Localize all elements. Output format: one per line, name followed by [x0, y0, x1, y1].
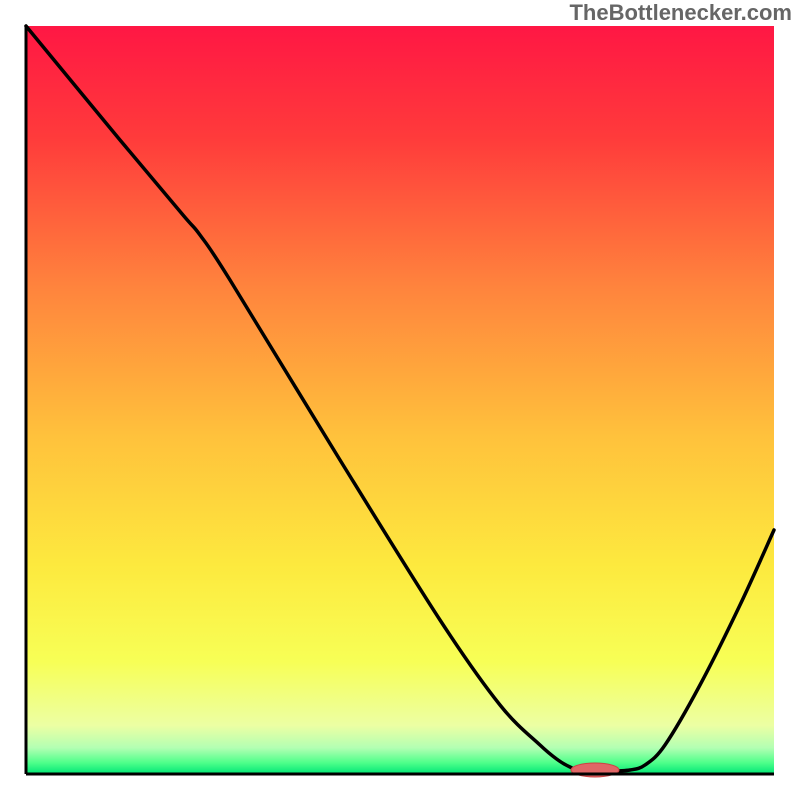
chart-svg: [0, 0, 800, 800]
watermark-text: TheBottlenecker.com: [569, 0, 792, 26]
bottleneck-chart: TheBottlenecker.com: [0, 0, 800, 800]
plot-background: [26, 26, 774, 774]
